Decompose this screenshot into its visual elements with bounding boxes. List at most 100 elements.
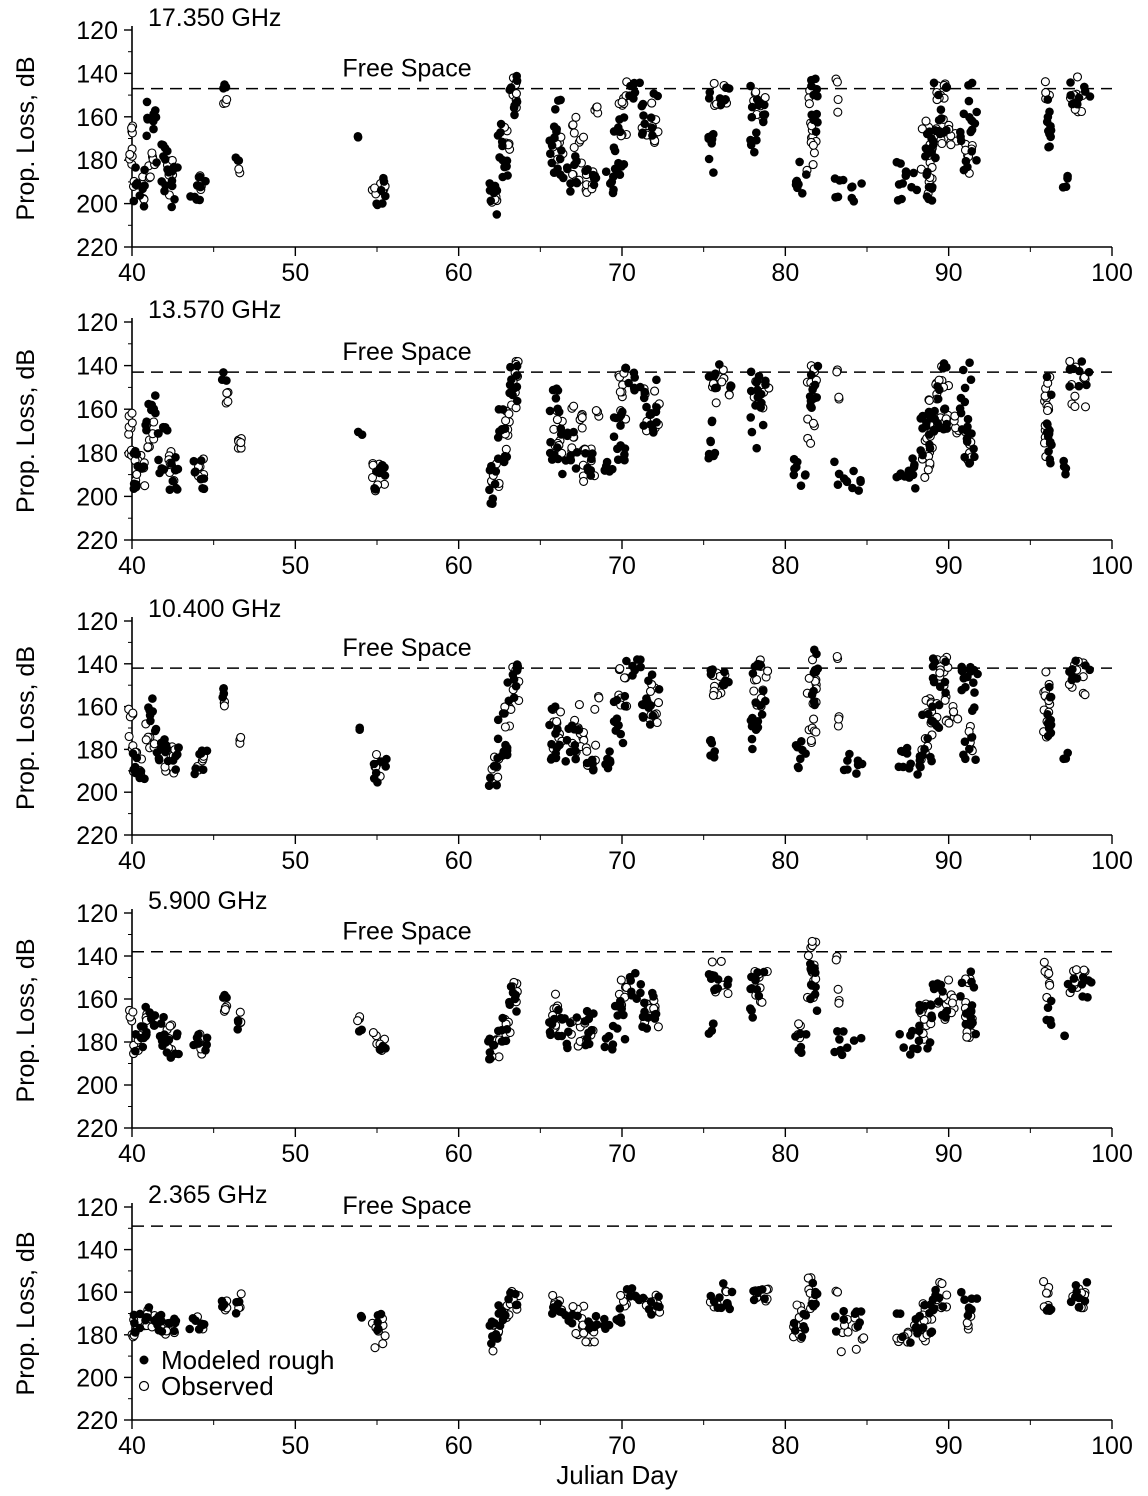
- modeled-point: [161, 423, 170, 432]
- observed-point: [921, 116, 931, 126]
- observed-point: [833, 107, 843, 117]
- modeled-point: [845, 749, 854, 759]
- modeled-point: [901, 167, 911, 176]
- modeled-point: [167, 459, 176, 468]
- modeled-point: [551, 105, 560, 114]
- modeled-point: [600, 465, 610, 475]
- modeled-point: [972, 107, 981, 117]
- modeled-point: [217, 375, 227, 385]
- x-tick-label: 80: [771, 1432, 799, 1460]
- modeled-point: [1061, 464, 1071, 473]
- modeled-point: [644, 676, 653, 685]
- modeled-point: [505, 85, 514, 95]
- legend-filled-marker: [139, 1355, 149, 1365]
- modeled-point: [610, 1001, 620, 1011]
- modeled-point: [635, 78, 644, 88]
- modeled-point: [151, 408, 160, 418]
- modeled-point: [642, 694, 651, 703]
- observed-point: [568, 120, 578, 130]
- observed-point: [1041, 1288, 1052, 1298]
- modeled-point: [746, 984, 755, 994]
- modeled-point: [558, 1308, 567, 1317]
- observed-point: [125, 149, 135, 159]
- modeled-point: [930, 414, 939, 424]
- modeled-point: [961, 682, 970, 692]
- y-tick-label: 200: [76, 191, 118, 219]
- modeled-point: [195, 172, 205, 182]
- modeled-point: [610, 146, 620, 156]
- modeled-point: [1071, 1281, 1081, 1290]
- x-tick-label: 90: [935, 259, 963, 287]
- observed-point: [832, 367, 842, 377]
- modeled-point: [629, 368, 639, 378]
- modeled-point: [140, 165, 149, 175]
- observed-point: [947, 998, 957, 1008]
- modeled-point: [131, 1046, 140, 1056]
- modeled-point: [144, 1303, 154, 1312]
- modeled-point: [938, 128, 948, 138]
- modeled-point: [198, 1320, 207, 1330]
- modeled-point: [1077, 980, 1087, 989]
- modeled-point: [918, 424, 927, 433]
- modeled-point: [801, 1030, 811, 1039]
- modeled-point: [939, 424, 948, 434]
- observed-point: [645, 686, 656, 696]
- modeled-point: [646, 1297, 656, 1306]
- observed-point: [833, 94, 843, 105]
- y-axis-title: Prop. Loss, dB: [12, 349, 40, 513]
- modeled-point: [571, 464, 581, 473]
- modeled-point: [145, 706, 154, 715]
- modeled-point: [129, 1310, 139, 1320]
- modeled-point: [170, 465, 180, 475]
- modeled-point: [545, 448, 555, 458]
- modeled-point: [973, 669, 982, 679]
- modeled-point: [1045, 142, 1054, 151]
- modeled-point: [555, 154, 565, 164]
- modeled-point: [752, 985, 762, 994]
- modeled-point: [509, 693, 519, 702]
- modeled-point: [957, 1287, 966, 1297]
- modeled-point: [1082, 380, 1091, 390]
- modeled-point: [485, 1048, 495, 1057]
- modeled-point: [813, 664, 823, 673]
- modeled-point: [145, 1008, 154, 1017]
- observed-point: [1080, 402, 1091, 412]
- modeled-point: [614, 158, 623, 168]
- modeled-point: [566, 1018, 575, 1028]
- modeled-point: [965, 459, 974, 468]
- modeled-point: [938, 1302, 948, 1311]
- modeled-point: [130, 1318, 139, 1328]
- observed-point: [1039, 957, 1049, 967]
- observed-point: [220, 1005, 230, 1015]
- modeled-point: [839, 1306, 848, 1316]
- modeled-point: [1078, 992, 1087, 1001]
- modeled-point: [233, 156, 243, 165]
- modeled-point: [913, 770, 922, 779]
- modeled-point: [631, 1291, 640, 1301]
- modeled-point: [161, 747, 170, 757]
- modeled-point: [961, 156, 971, 166]
- x-tick-label: 40: [118, 552, 146, 580]
- modeled-point: [1073, 99, 1082, 109]
- y-tick-label: 120: [76, 1194, 118, 1222]
- modeled-point: [502, 162, 511, 171]
- modeled-point: [709, 168, 718, 177]
- modeled-point: [750, 147, 759, 157]
- observed-point: [1041, 667, 1051, 677]
- modeled-point: [1046, 132, 1055, 142]
- x-tick-label: 40: [118, 259, 146, 287]
- modeled-point: [1042, 419, 1052, 428]
- modeled-point: [915, 1021, 924, 1031]
- modeled-point: [918, 710, 927, 720]
- observed-point: [653, 1022, 663, 1032]
- modeled-point: [758, 1285, 767, 1294]
- modeled-point: [791, 1032, 800, 1041]
- modeled-point: [564, 1027, 573, 1037]
- modeled-point: [705, 88, 715, 97]
- observed-point: [493, 772, 503, 782]
- modeled-point: [492, 761, 501, 771]
- observed-point: [594, 693, 604, 703]
- modeled-point: [1043, 719, 1053, 728]
- modeled-point: [486, 196, 496, 206]
- observed-point: [1072, 72, 1083, 82]
